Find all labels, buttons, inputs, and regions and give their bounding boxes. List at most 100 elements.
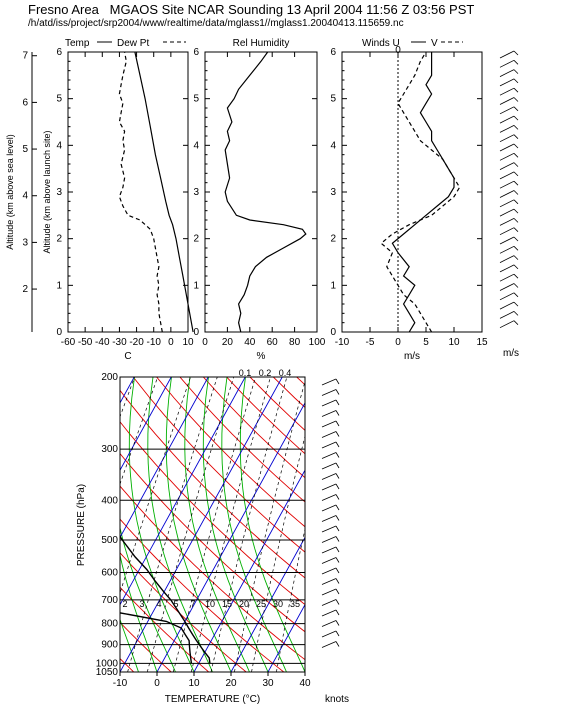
pressure-label: 800 bbox=[101, 619, 118, 630]
skewt-xtick-label: 20 bbox=[225, 678, 237, 689]
wind-barb-flag bbox=[513, 255, 519, 260]
wind-barb bbox=[499, 264, 515, 273]
wind-barb-flag bbox=[335, 588, 340, 595]
mixing-ratio-label-low: 4 bbox=[156, 599, 161, 609]
isotherm bbox=[120, 377, 246, 606]
wind-barb bbox=[499, 245, 515, 254]
moist-adiabat bbox=[221, 377, 287, 672]
dry-adiabat bbox=[0, 377, 59, 672]
wind-barb-flag bbox=[513, 60, 519, 65]
mixing-ratio-label-low: 30 bbox=[273, 599, 283, 609]
wind-barb-flag bbox=[335, 389, 340, 395]
skewt-frame bbox=[119, 376, 306, 673]
wind-barb-flag bbox=[335, 630, 340, 637]
temp-xtick-label: -20 bbox=[129, 337, 144, 348]
wind-barb-flag bbox=[335, 641, 340, 647]
rh-xtick-label: 60 bbox=[267, 337, 279, 348]
dry-adiabat bbox=[367, 377, 567, 672]
rh-ytick-label: 5 bbox=[193, 94, 199, 105]
skewt-xtick-label: 10 bbox=[188, 678, 200, 689]
wind-barb bbox=[499, 199, 515, 208]
mixing-ratio-line bbox=[120, 377, 159, 486]
wind-barb bbox=[321, 620, 337, 627]
top-barb-unit: m/s bbox=[503, 348, 519, 359]
moist-adiabat bbox=[239, 377, 305, 672]
wind-barb-flag bbox=[513, 87, 519, 93]
wind-barb bbox=[321, 546, 337, 554]
temp-ytick-label: 5 bbox=[56, 94, 62, 105]
wind-barb-flag bbox=[335, 557, 340, 563]
dry-adiabat bbox=[120, 452, 305, 633]
dry-adiabat bbox=[202, 377, 305, 479]
moist-adiabat bbox=[120, 618, 139, 672]
wind-barb bbox=[499, 152, 515, 161]
wind-barb bbox=[499, 171, 515, 180]
dry-adiabat bbox=[179, 377, 305, 503]
wind-barb-flag bbox=[513, 320, 519, 325]
wind-barb-flag bbox=[335, 494, 340, 500]
dry-adiabat bbox=[249, 377, 305, 431]
wind-barb bbox=[499, 59, 515, 68]
wind-barb-flag bbox=[513, 97, 519, 102]
isotherm bbox=[120, 377, 209, 539]
wind-barb-flag bbox=[335, 620, 340, 626]
moist-adiabat bbox=[202, 377, 269, 672]
wind-barb bbox=[321, 462, 337, 470]
wind-barb-flag bbox=[513, 115, 519, 121]
winds-xtick-label: -5 bbox=[366, 337, 375, 348]
outer-ytick-label: 3 bbox=[22, 237, 28, 248]
wind-barb-flag bbox=[335, 431, 340, 437]
winds-ytick-label: 0 bbox=[330, 327, 336, 338]
wind-barb-flag bbox=[335, 473, 340, 479]
wind-barb bbox=[321, 473, 337, 480]
isotherm bbox=[267, 603, 305, 672]
wind-barb bbox=[499, 69, 515, 77]
temp-series-temp bbox=[134, 51, 194, 333]
wind-barb-flag bbox=[513, 143, 519, 149]
wind-barb-flag bbox=[335, 410, 340, 416]
wind-barb-flag bbox=[513, 273, 519, 279]
wind-barb-flag bbox=[513, 69, 519, 74]
wind-barb-flag bbox=[335, 599, 340, 605]
wind-barb bbox=[499, 236, 515, 245]
mixing-ratio-line bbox=[190, 377, 271, 672]
mixing-ratio-line bbox=[210, 377, 288, 672]
wind-barb bbox=[321, 410, 337, 417]
temp-xtick-label: 0 bbox=[168, 337, 174, 348]
pressure-label: 200 bbox=[101, 372, 118, 383]
skewt-barb-unit: knots bbox=[325, 694, 349, 705]
wind-barb bbox=[499, 255, 515, 263]
dry-adiabat bbox=[296, 377, 305, 386]
page-title: Fresno Area MGAOS Site NCAR Sounding 13 … bbox=[28, 2, 475, 17]
mixing-ratio-label-low: 7 bbox=[190, 599, 195, 609]
wind-barb-flag bbox=[513, 264, 519, 270]
isotherm bbox=[0, 377, 60, 672]
winds-ytick-label: 1 bbox=[330, 280, 336, 291]
temp-xtick-label: -10 bbox=[146, 337, 161, 348]
mixing-ratio-label-low: 5 bbox=[173, 599, 178, 609]
dry-adiabat bbox=[272, 377, 305, 409]
wind-barb bbox=[499, 106, 515, 115]
wind-barb-flag bbox=[335, 546, 340, 553]
wind-barb bbox=[321, 630, 337, 638]
pressure-label: 300 bbox=[101, 444, 118, 455]
wind-barb-flag bbox=[513, 218, 519, 223]
rh-xlabel: % bbox=[257, 351, 266, 362]
wind-barb bbox=[321, 420, 337, 428]
wind-barb-flag bbox=[513, 153, 519, 158]
wind-barb-flag bbox=[513, 236, 519, 242]
mixing-ratio-line bbox=[146, 377, 235, 672]
wind-barb-flag bbox=[513, 190, 519, 195]
isotherm bbox=[0, 377, 23, 672]
dry-adiabat bbox=[226, 377, 305, 455]
mixing-ratio-label: 0.1 bbox=[239, 368, 252, 378]
wind-barb bbox=[499, 115, 515, 124]
temp-xtick-label: -30 bbox=[112, 337, 127, 348]
rh-ytick-label: 4 bbox=[193, 140, 199, 151]
wind-barb-flag bbox=[513, 171, 519, 177]
pressure-label: 700 bbox=[101, 595, 118, 606]
isotherm bbox=[156, 401, 305, 672]
wind-barb bbox=[321, 494, 337, 501]
temp-ytick-label: 2 bbox=[56, 234, 62, 245]
mixing-ratio-line bbox=[5, 377, 113, 672]
